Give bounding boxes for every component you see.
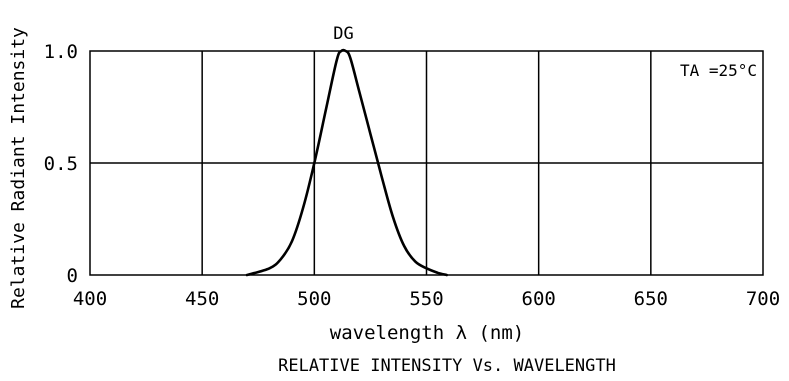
chart-title: RELATIVE INTENSITY Vs. WAVELENGTH — [278, 356, 616, 376]
series-line-dg — [245, 48, 448, 277]
x-axis-label: wavelength λ (nm) — [330, 322, 524, 344]
plot-frame — [89, 50, 764, 276]
x-tick-label: 550 — [409, 288, 443, 310]
x-tick-label: 450 — [185, 288, 219, 310]
x-tick-label: 400 — [73, 288, 107, 310]
series-label-dg: DG — [333, 24, 353, 44]
x-tick-label: 700 — [746, 288, 780, 310]
x-tick-labels: 400 450 500 550 600 650 700 — [73, 288, 780, 310]
y-tick-label: 0.5 — [44, 153, 78, 175]
y-axis-label: Relative Radiant Intensity — [8, 27, 29, 309]
x-tick-label: 650 — [634, 288, 668, 310]
y-tick-label: 1.0 — [44, 41, 78, 63]
y-tick-label: 0 — [67, 265, 78, 287]
x-tick-label: 600 — [522, 288, 556, 310]
y-tick-labels: 0 0.5 1.0 — [44, 41, 78, 287]
x-tick-label: 500 — [297, 288, 331, 310]
temperature-annotation: TA =25°C — [680, 61, 757, 80]
